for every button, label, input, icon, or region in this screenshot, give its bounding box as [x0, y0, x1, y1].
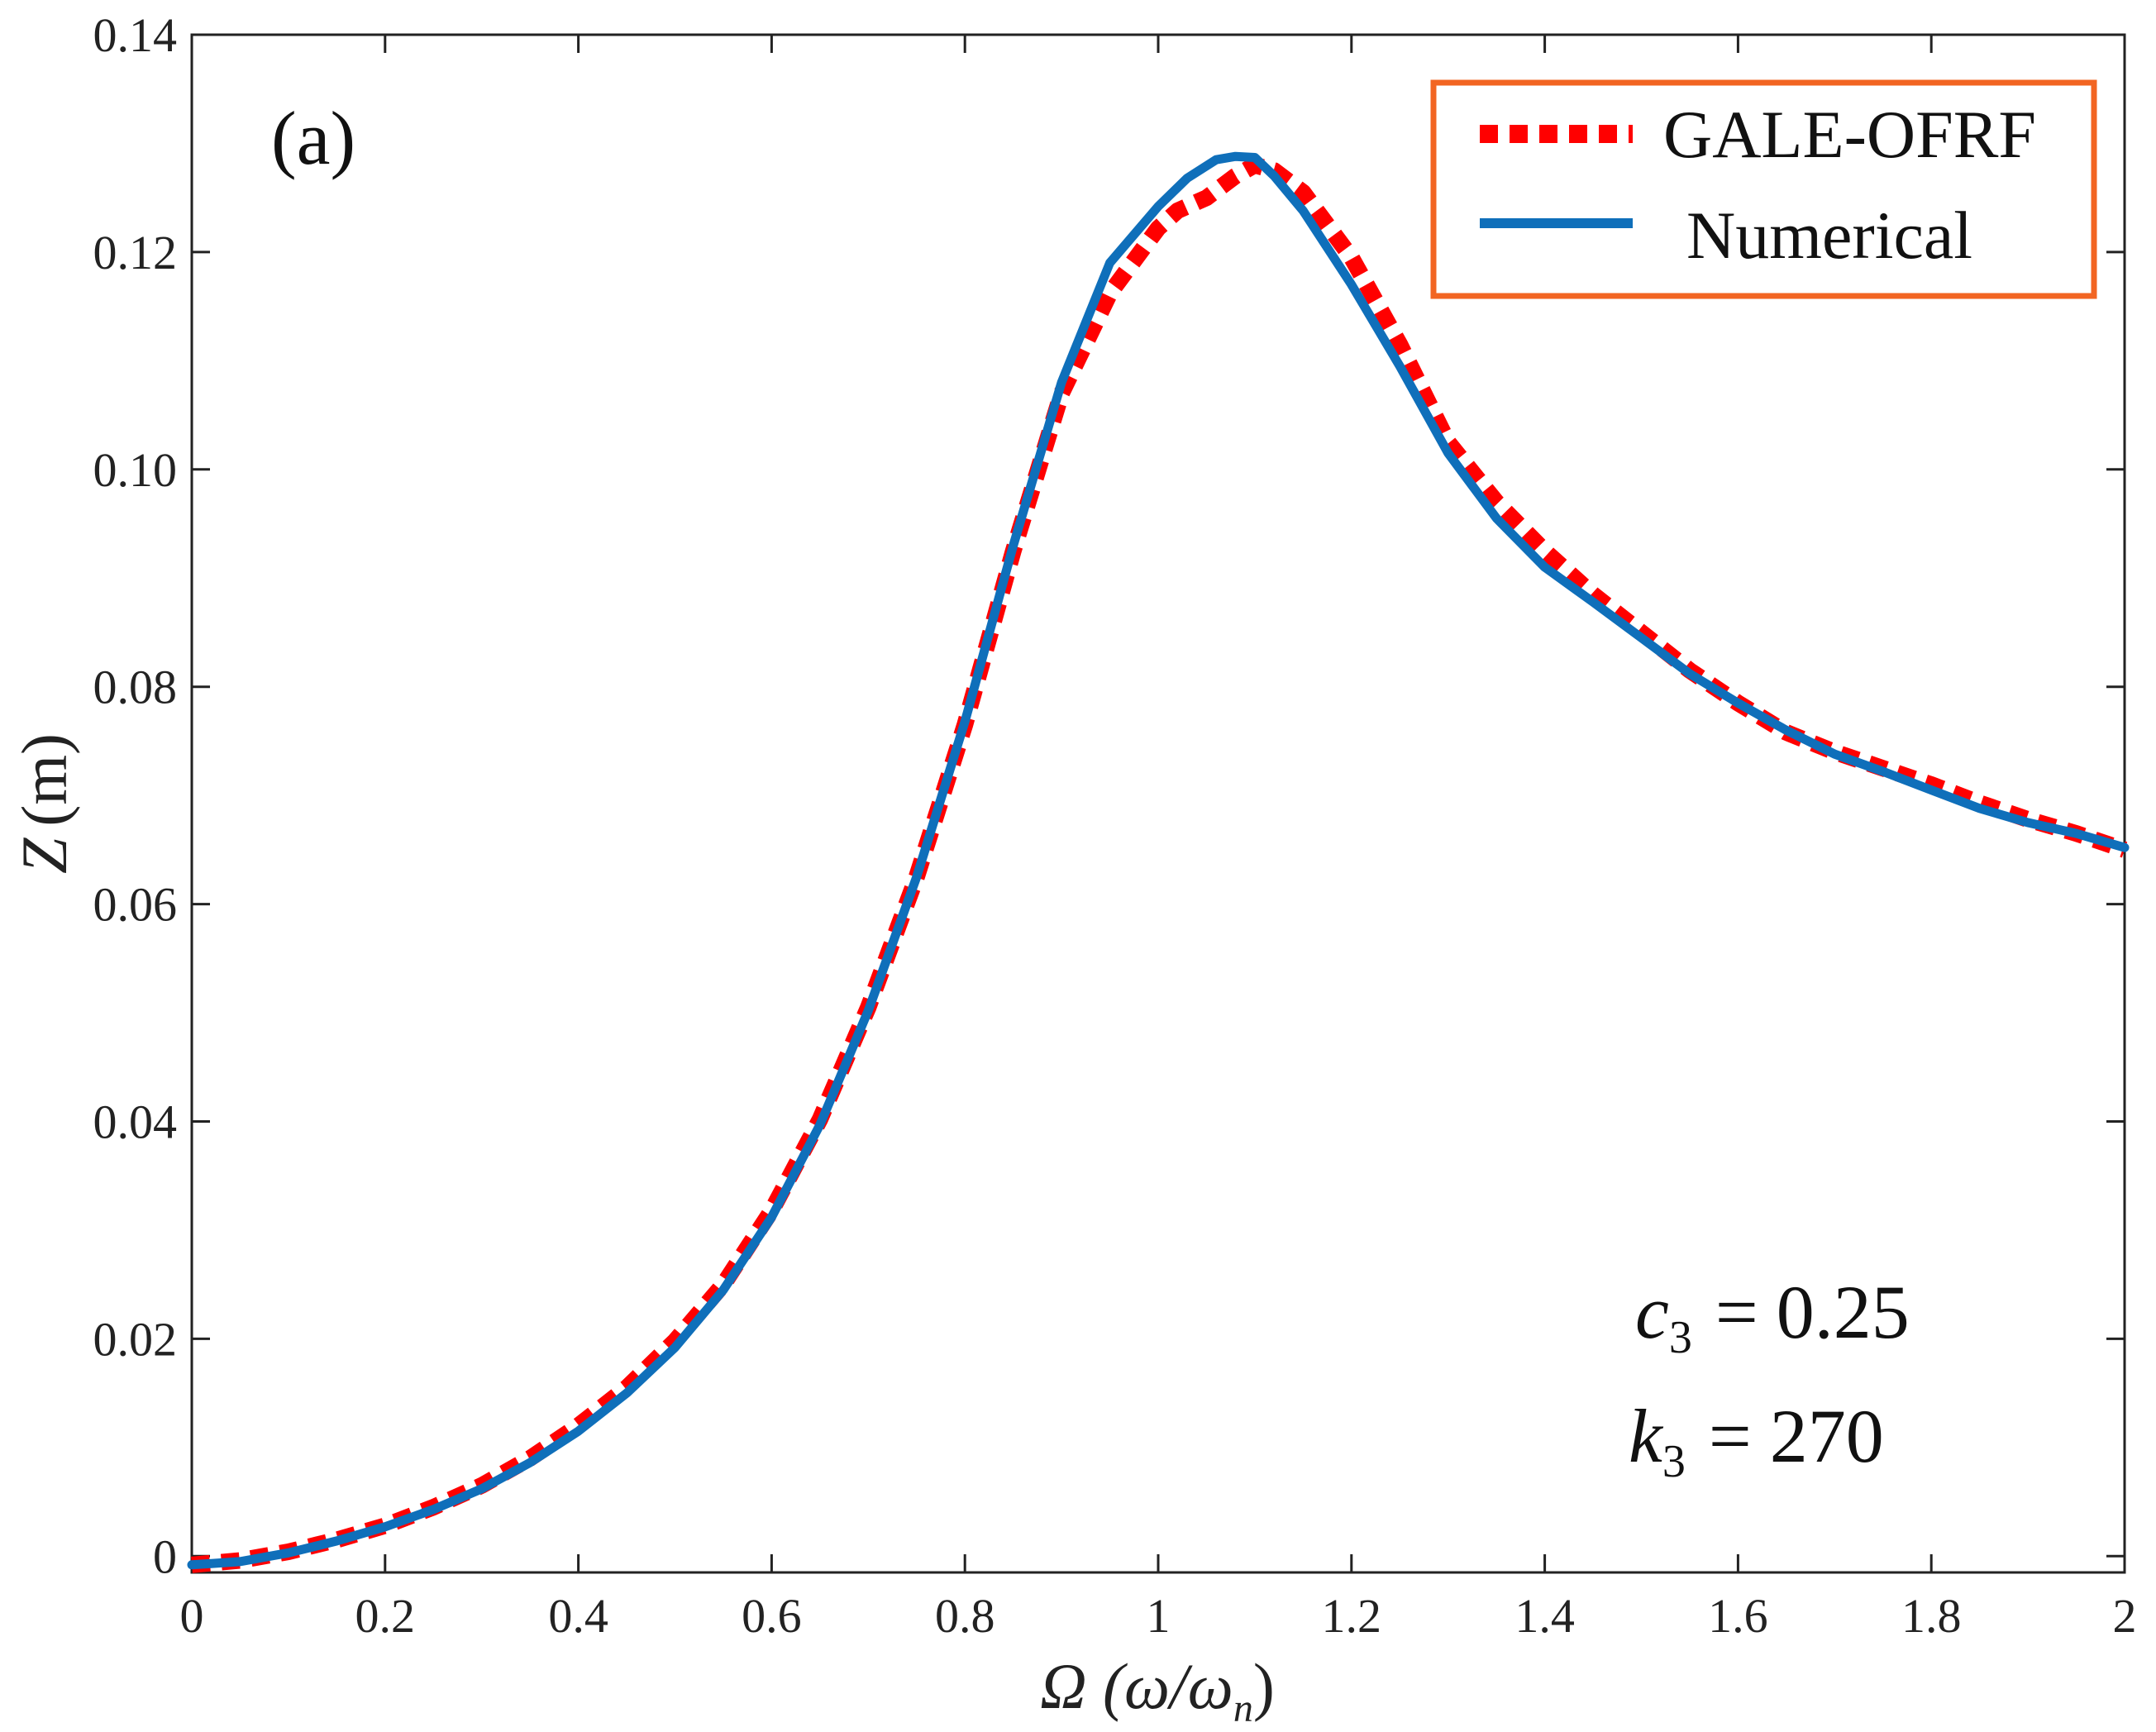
x-tick-label: 0.4 — [548, 1589, 608, 1643]
x-tick-label: 0.6 — [742, 1589, 802, 1643]
legend: GALE-OFRF Numerical — [1430, 79, 2097, 299]
x-tick-label: 1.8 — [1901, 1589, 1962, 1643]
series-line-numerical — [187, 151, 2130, 1570]
x-tick-label: 1.2 — [1322, 1589, 1382, 1643]
panel-label: (a) — [271, 96, 355, 180]
x-tick-label: 2 — [2113, 1589, 2137, 1643]
x-tick-label: 0.8 — [935, 1589, 995, 1643]
legend-box — [1430, 79, 2097, 299]
x-tick-label: 1.6 — [1708, 1589, 1768, 1643]
y-tick-label: 0.06 — [93, 878, 178, 932]
y-tick-label: 0.08 — [93, 661, 178, 714]
x-tick-labels: 0 0.2 0.4 0.6 0.8 1 1.2 1.4 1.6 1.8 2 — [180, 1589, 2137, 1643]
legend-label-gale-ofrf: GALE-OFRF — [1663, 97, 2036, 172]
x-axis-title: Ω (ω/ωn) — [1040, 1650, 1275, 1730]
x-tick-label: 1 — [1147, 1589, 1171, 1643]
y-axis-title: Z(m) — [8, 733, 80, 874]
axis-ticks — [190, 33, 2126, 1572]
x-tick-label: 0.2 — [355, 1589, 416, 1643]
annotation-k3: k3 = 270 — [1629, 1394, 1884, 1487]
y-tick-label: 0 — [153, 1529, 177, 1583]
y-tick-label: 0.10 — [93, 443, 178, 497]
y-tick-label: 0.14 — [93, 8, 178, 62]
series-line-gale-ofrf — [191, 156, 2128, 1573]
y-tick-label: 0.04 — [93, 1095, 178, 1148]
y-tick-label: 0.02 — [93, 1312, 178, 1366]
annotation-c3: c3 = 0.25 — [1635, 1270, 1910, 1363]
y-tick-labels: 0 0.02 0.04 0.06 0.08 0.10 0.12 0.14 — [93, 8, 178, 1583]
x-tick-label: 0 — [180, 1589, 204, 1643]
y-tick-label: 0.12 — [93, 226, 178, 279]
series-lines — [187, 151, 2130, 1573]
legend-label-numerical: Numerical — [1686, 198, 1972, 273]
x-tick-label: 1.4 — [1514, 1589, 1575, 1643]
